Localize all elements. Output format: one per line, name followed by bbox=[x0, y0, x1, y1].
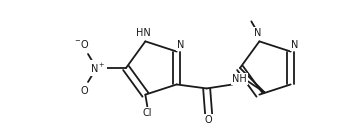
Text: $^{-}$O: $^{-}$O bbox=[74, 38, 90, 50]
Text: O: O bbox=[80, 86, 88, 96]
Text: Cl: Cl bbox=[143, 108, 152, 118]
Text: HN: HN bbox=[136, 28, 151, 38]
Text: NH: NH bbox=[232, 74, 247, 84]
Text: N: N bbox=[254, 28, 261, 38]
Text: N: N bbox=[291, 39, 298, 50]
Text: O: O bbox=[205, 116, 213, 125]
Text: N: N bbox=[177, 39, 184, 50]
Text: N$^+$: N$^+$ bbox=[90, 61, 106, 75]
